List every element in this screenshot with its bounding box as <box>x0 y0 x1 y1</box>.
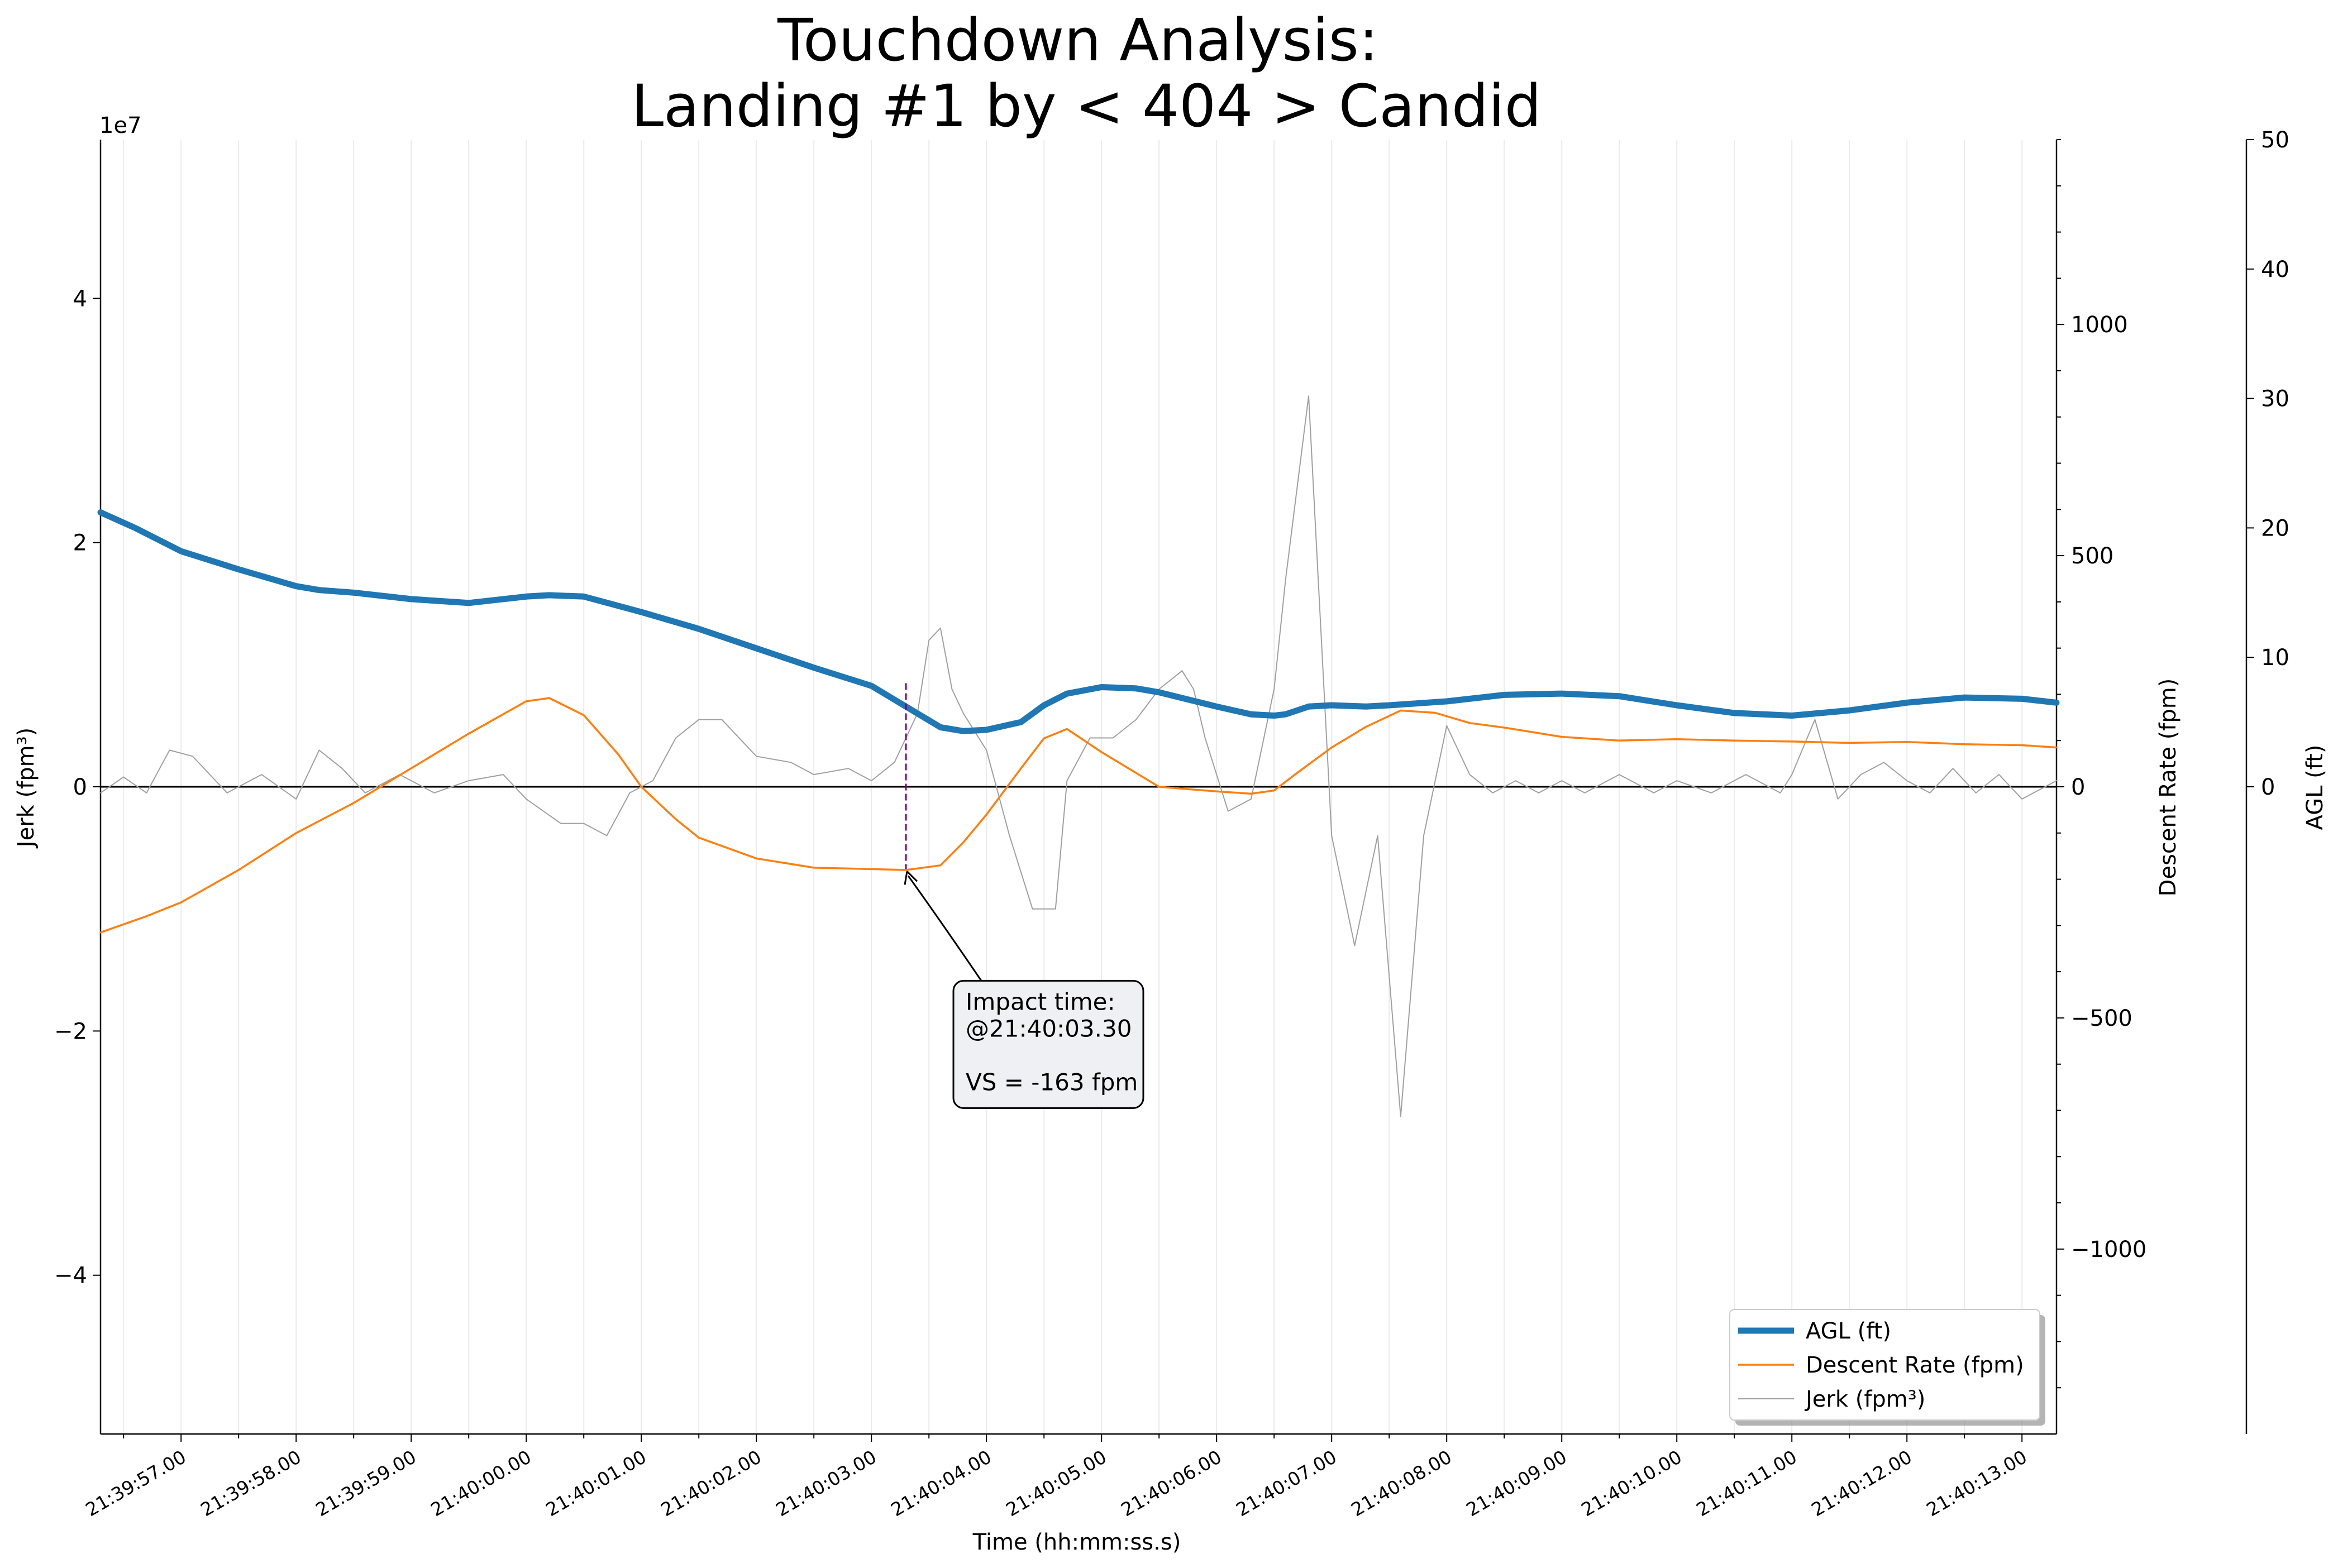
legend-label-agl: AGL (ft) <box>1806 1318 1891 1344</box>
agl-axis-label: AGL (ft) <box>2302 745 2328 830</box>
x-tick-label: 21:40:03.00 <box>772 1446 880 1521</box>
agl-tick-label: 20 <box>2261 515 2289 541</box>
jerk-tick-label: −4 <box>54 1263 87 1289</box>
descent-tick-label: −500 <box>2071 1006 2132 1031</box>
agl-tick-label: 0 <box>2261 775 2275 800</box>
legend-box <box>1729 1309 2040 1421</box>
chart-title-line-2: Landing #1 by < 404 > Candid <box>631 72 1542 140</box>
x-tick-label: 21:40:00.00 <box>427 1446 535 1521</box>
x-tick-label: 21:40:02.00 <box>657 1446 765 1521</box>
descent-tick-label: −1000 <box>2071 1237 2146 1263</box>
impact-arrow <box>907 875 982 982</box>
agl-tick-label: 10 <box>2261 645 2289 671</box>
x-tick-label: 21:40:06.00 <box>1117 1446 1225 1521</box>
x-tick-label: 21:39:59.00 <box>312 1446 419 1521</box>
agl-tick-label: 30 <box>2261 386 2289 412</box>
chart-title: Touchdown Analysis: Landing #1 by < 404 … <box>631 6 1542 140</box>
x-tick-label: 21:40:13.00 <box>1922 1446 2030 1521</box>
legend-label-descent: Descent Rate (fpm) <box>1806 1352 2024 1378</box>
series-lines <box>97 395 2060 1117</box>
jerk-offset-text: 1e7 <box>99 113 142 138</box>
impact-annotation-line: VS = -163 fpm <box>966 1068 1138 1096</box>
descent-axis-label: Descent Rate (fpm) <box>2155 678 2181 897</box>
x-tick-label: 21:40:10.00 <box>1577 1446 1685 1521</box>
descent-tick-label: 0 <box>2071 775 2085 800</box>
impact-annotation-box <box>952 979 1144 1109</box>
x-tick-label: 21:40:07.00 <box>1232 1446 1340 1521</box>
x-tick-label: 21:39:57.00 <box>82 1446 189 1521</box>
legend: AGL (ft) Descent Rate (fpm) Jerk (fpm³) <box>1729 1309 2045 1426</box>
descent-tick-label: 1000 <box>2071 312 2128 338</box>
legend-label-jerk: Jerk (fpm³) <box>1804 1387 1925 1412</box>
x-tick-label: 21:39:58.00 <box>197 1446 304 1521</box>
agl-tick-label: 50 <box>2261 127 2289 153</box>
x-tick-label: 21:40:05.00 <box>1002 1446 1110 1521</box>
x-axis-label: Time (hh:mm:ss.s) <box>972 1529 1181 1555</box>
x-tick-label: 21:40:08.00 <box>1347 1446 1455 1521</box>
x-tick-label: 21:40:04.00 <box>887 1446 995 1521</box>
jerk-tick-label: 0 <box>73 775 87 800</box>
series-line-agl <box>97 509 2060 734</box>
x-tick-label: 21:40:12.00 <box>1807 1446 1915 1521</box>
jerk-tick-label: 2 <box>73 530 87 556</box>
jerk-tick-label: 4 <box>73 286 87 312</box>
jerk-tick-label: −2 <box>54 1019 87 1044</box>
x-tick-label: 21:40:11.00 <box>1692 1446 1800 1521</box>
x-tick-label: 21:40:09.00 <box>1462 1446 1570 1521</box>
impact-annotation-line: @21:40:03.30 <box>966 1015 1132 1042</box>
agl-tick-label: 40 <box>2261 257 2289 283</box>
descent-tick-label: 500 <box>2071 543 2113 569</box>
series-line-descent <box>99 697 2058 934</box>
x-tick-label: 21:40:01.00 <box>542 1446 650 1521</box>
impact-annotation: Impact time:@21:40:03.30 VS = -163 fpm <box>904 683 1144 1109</box>
jerk-axis-label: Jerk (fpm³) <box>13 728 39 849</box>
impact-annotation-line: Impact time: <box>966 988 1115 1015</box>
series-line-jerk <box>100 395 2057 1117</box>
chart-title-line-1: Touchdown Analysis: <box>777 6 1378 74</box>
impact-arrow-head <box>904 871 918 885</box>
